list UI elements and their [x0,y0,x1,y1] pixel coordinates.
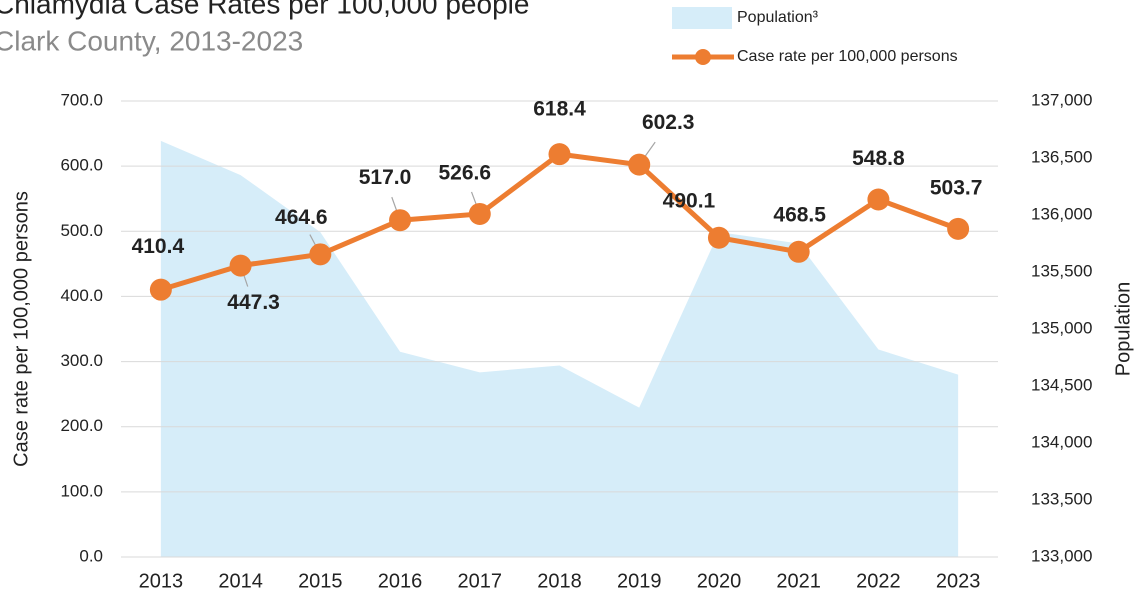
y2-tick-label: 136,500 [1031,147,1092,166]
x-tick-label: 2022 [856,570,901,592]
legend-label: Case rate per 100,000 persons [737,48,958,65]
data-label: 464.6 [275,206,328,229]
rate-marker [947,217,970,240]
y-tick-label: 600.0 [60,156,103,175]
data-label: 490.1 [663,189,716,212]
y2-tick-label: 135,500 [1031,261,1092,280]
plot-background [160,140,959,557]
x-tick-label: 2021 [776,570,821,592]
x-tick-label: 2020 [697,570,742,592]
data-label: 602.3 [642,111,695,134]
legend-swatch-area [672,7,732,29]
data-label: 468.5 [773,203,826,226]
rate-marker [628,153,651,176]
data-label: 548.8 [852,147,905,170]
y2-tick-label: 134,000 [1031,432,1092,451]
y-tick-label: 700.0 [60,90,103,109]
rate-marker [309,243,332,266]
rate-marker [867,188,890,211]
rate-marker [468,202,491,225]
data-label: 447.3 [227,291,280,314]
legend-label: Population³ [737,9,819,26]
x-tick-label: 2014 [218,570,263,592]
x-tick-label: 2018 [537,570,582,592]
y-tick-label: 300.0 [60,351,103,370]
y-axis-label: Case rate per 100,000 persons [10,191,32,467]
y-tick-label: 100.0 [60,481,103,500]
rate-marker [707,226,730,249]
x-tick-label: 2016 [378,570,423,592]
y2-tick-label: 133,500 [1031,489,1092,508]
legend-swatch-marker [695,49,711,65]
y2-tick-label: 136,000 [1031,204,1092,223]
data-label: 410.4 [132,235,185,258]
x-tick-label: 2023 [936,570,981,592]
rate-marker [548,143,571,166]
y-tick-label: 500.0 [60,221,103,240]
y-tick-label: 200.0 [60,416,103,435]
rate-marker [389,209,412,232]
data-label: 618.4 [533,98,586,121]
y2-tick-label: 137,000 [1031,90,1092,109]
chart-subtitle: Clark County, 2013-2023 [0,25,303,56]
data-label: 503.7 [930,176,983,199]
y-tick-label: 0.0 [79,546,103,565]
rate-marker [149,278,172,301]
x-tick-label: 2013 [139,570,184,592]
x-tick-label: 2015 [298,570,343,592]
x-tick-label: 2017 [458,570,503,592]
y-tick-label: 400.0 [60,286,103,305]
y2-axis-label: Population [1112,282,1134,377]
population-area [160,140,959,557]
x-tick-label: 2019 [617,570,662,592]
y2-tick-label: 134,500 [1031,375,1092,394]
y2-tick-label: 135,000 [1031,318,1092,337]
data-label: 517.0 [359,166,412,189]
y2-tick-label: 133,000 [1031,546,1092,565]
rate-marker [229,254,252,277]
rate-marker [787,240,810,263]
data-label: 526.6 [438,162,491,185]
chart-title: Chlamydia Case Rates per 100,000 people [0,0,529,19]
